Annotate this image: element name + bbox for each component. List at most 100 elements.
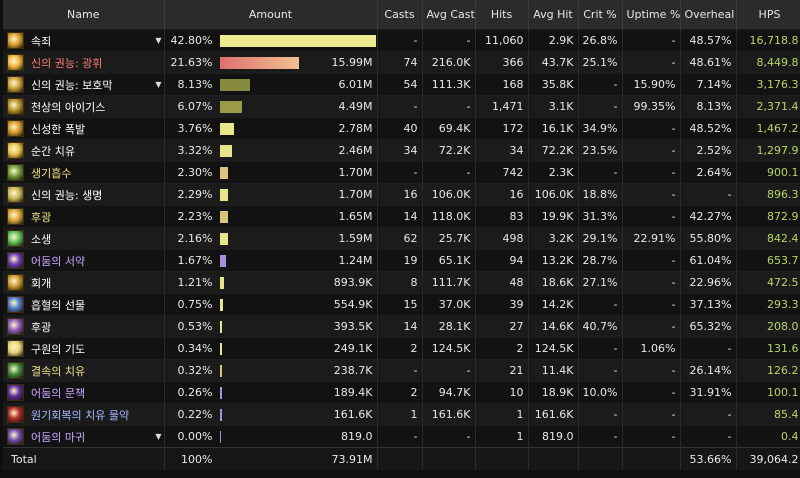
spell-name-cell[interactable]: 생기흡수 xyxy=(3,161,165,184)
casts-value: - xyxy=(377,29,423,52)
spell-row[interactable]: 생기흡수 2.30% 1.70M - - 742 2.3K - - 2.64% … xyxy=(3,161,800,184)
spell-name-cell[interactable]: 회개 xyxy=(3,271,165,294)
spell-row[interactable]: 회개 1.21% 893.9K 8 111.7K 48 18.6K 27.1% … xyxy=(3,271,800,294)
spell-row[interactable]: 후광 2.23% 1.65M 14 118.0K 83 19.9K 31.3% … xyxy=(3,205,800,228)
hps-value: 208.0 xyxy=(736,315,800,338)
spell-name-cell[interactable]: 천상의 아이기스 xyxy=(3,95,165,118)
spell-row[interactable]: 신의 권능: 광휘 21.63% 15.99M 74 216.0K 366 43… xyxy=(3,51,800,74)
spell-name[interactable]: 속죄 xyxy=(31,34,52,48)
spell-row[interactable]: 신성한 폭발 3.76% 2.78M 40 69.4K 172 16.1K 34… xyxy=(3,117,800,140)
spell-name[interactable]: 신의 권능: 광휘 xyxy=(31,56,103,70)
spell-name[interactable]: 순간 치유 xyxy=(31,144,75,158)
spell-name[interactable]: 어둠의 문책 xyxy=(31,386,86,400)
spell-name[interactable]: 어둠의 마귀 xyxy=(31,430,86,444)
spell-name-cell[interactable]: 신의 권능: 보호막 ▼ xyxy=(3,73,165,96)
overheal-value: 48.57% xyxy=(680,29,737,52)
spell-row[interactable]: 흡혈의 선물 0.75% 554.9K 15 37.0K 39 14.2K - … xyxy=(3,293,800,316)
spell-name-cell[interactable]: 어둠의 문책 xyxy=(3,381,165,404)
spell-row[interactable]: 구원의 기도 0.34% 249.1K 2 124.5K 2 124.5K - … xyxy=(3,337,800,360)
spell-row[interactable]: 속죄 ▼ 42.80% 31.63M - - 11,060 2.9K 26.8%… xyxy=(3,29,800,52)
amount-value: 6.01M xyxy=(338,78,373,91)
header-row: Name Amount Casts Avg Cast Hits Avg Hit … xyxy=(3,0,800,30)
spell-name-cell[interactable]: 신의 권능: 생명 xyxy=(3,183,165,206)
expand-caret-icon[interactable]: ▼ xyxy=(155,36,162,45)
hps-value: 2,371.4 xyxy=(736,95,800,118)
spell-name[interactable]: 회개 xyxy=(31,276,52,290)
hits-value: 1,471 xyxy=(475,95,529,118)
hits-value: 172 xyxy=(475,117,529,140)
uptime-value: 15.90% xyxy=(622,73,681,96)
amount-cell: 0.26% 189.4K xyxy=(164,381,378,404)
col-header-uptime[interactable]: Uptime % xyxy=(622,0,681,30)
spell-name-cell[interactable]: 어둠의 서약 xyxy=(3,249,165,272)
spell-row[interactable]: 어둠의 마귀 ▼ 0.00% 819.0 - - 1 819.0 - - - 0… xyxy=(3,425,800,448)
spell-name-cell[interactable]: 후광 xyxy=(3,205,165,228)
hits-value: 16 xyxy=(475,183,529,206)
spell-row[interactable]: 어둠의 서약 1.67% 1.24M 19 65.1K 94 13.2K 28.… xyxy=(3,249,800,272)
spell-row[interactable]: 신의 권능: 생명 2.29% 1.70M 16 106.0K 16 106.0… xyxy=(3,183,800,206)
col-header-name[interactable]: Name xyxy=(3,0,165,30)
casts-value: 74 xyxy=(377,51,423,74)
amount-percent: 21.63% xyxy=(170,56,213,69)
avg-cast-value: 25.7K xyxy=(422,227,476,250)
spell-row[interactable]: 후광 0.53% 393.5K 14 28.1K 27 14.6K 40.7% … xyxy=(3,315,800,338)
crit-value: 23.5% xyxy=(578,139,623,162)
avg-cast-value: - xyxy=(422,425,476,448)
spell-name[interactable]: 소생 xyxy=(31,232,52,246)
spell-name[interactable]: 생기흡수 xyxy=(31,166,72,180)
spell-name-cell[interactable]: 어둠의 마귀 ▼ xyxy=(3,425,165,448)
spell-name-cell[interactable]: 결속의 치유 xyxy=(3,359,165,382)
avg-cast-value: - xyxy=(422,95,476,118)
spell-name[interactable]: 원기회복의 치유 물약 xyxy=(31,408,130,422)
spell-row[interactable]: 소생 2.16% 1.59M 62 25.7K 498 3.2K 29.1% 2… xyxy=(3,227,800,250)
expand-caret-icon[interactable]: ▼ xyxy=(155,80,162,89)
spell-row[interactable]: 어둠의 문책 0.26% 189.4K 2 94.7K 10 18.9K 10.… xyxy=(3,381,800,404)
spell-row[interactable]: 천상의 아이기스 6.07% 4.49M - - 1,471 3.1K - 99… xyxy=(3,95,800,118)
amount-value: 1.59M xyxy=(338,232,373,245)
spell-name-cell[interactable]: 순간 치유 xyxy=(3,139,165,162)
avg-cast-value: 94.7K xyxy=(422,381,476,404)
spell-name-cell[interactable]: 원기회복의 치유 물약 xyxy=(3,403,165,426)
spell-name-cell[interactable]: 후광 xyxy=(3,315,165,338)
spell-name-cell[interactable]: 신의 권능: 광휘 xyxy=(3,51,165,74)
casts-value: 14 xyxy=(377,315,423,338)
spell-name[interactable]: 신의 권능: 보호막 xyxy=(31,78,113,92)
amount-percent: 2.29% xyxy=(177,188,213,201)
spell-row[interactable]: 순간 치유 3.32% 2.46M 34 72.2K 34 72.2K 23.5… xyxy=(3,139,800,162)
spell-name[interactable]: 신의 권능: 생명 xyxy=(31,188,103,202)
spell-name[interactable]: 천상의 아이기스 xyxy=(31,100,106,114)
spell-row[interactable]: 신의 권능: 보호막 ▼ 8.13% 6.01M 54 111.3K 168 3… xyxy=(3,73,800,96)
col-header-crit[interactable]: Crit % xyxy=(578,0,623,30)
spell-name-cell[interactable]: 소생 xyxy=(3,227,165,250)
spell-name[interactable]: 신성한 폭발 xyxy=(31,122,86,136)
spell-name-cell[interactable]: 흡혈의 선물 xyxy=(3,293,165,316)
spell-name[interactable]: 구원의 기도 xyxy=(31,342,86,356)
expand-caret-icon[interactable]: ▼ xyxy=(155,432,162,441)
avg-hit-value: 18.6K xyxy=(528,271,579,294)
amount-bar xyxy=(219,408,222,421)
hps-value: 100.1 xyxy=(736,381,800,404)
spell-name-cell[interactable]: 속죄 ▼ xyxy=(3,29,165,52)
col-header-avg-cast[interactable]: Avg Cast xyxy=(422,0,476,30)
col-header-hps[interactable]: HPS xyxy=(736,0,800,30)
avg-cast-value: 37.0K xyxy=(422,293,476,316)
spell-name[interactable]: 흡혈의 선물 xyxy=(31,298,86,312)
crit-value: - xyxy=(578,161,623,184)
spell-name-cell[interactable]: 신성한 폭발 xyxy=(3,117,165,140)
spell-name[interactable]: 어둠의 서약 xyxy=(31,254,86,268)
col-header-amount[interactable]: Amount xyxy=(164,0,378,30)
amount-value: 15.99M xyxy=(331,56,373,69)
spell-name[interactable]: 후광 xyxy=(31,210,52,224)
spell-row[interactable]: 원기회복의 치유 물약 0.22% 161.6K 1 161.6K 1 161.… xyxy=(3,403,800,426)
spell-name[interactable]: 후광 xyxy=(31,320,52,334)
col-header-hits[interactable]: Hits xyxy=(475,0,529,30)
shadow-reprimand-icon xyxy=(7,384,24,401)
col-header-avg-hit[interactable]: Avg Hit xyxy=(528,0,579,30)
amount-bar xyxy=(219,386,222,399)
spell-name-cell[interactable]: 구원의 기도 xyxy=(3,337,165,360)
flash-heal-icon xyxy=(7,142,24,159)
col-header-casts[interactable]: Casts xyxy=(377,0,423,30)
spell-row[interactable]: 결속의 치유 0.32% 238.7K - - 21 11.4K - - 26.… xyxy=(3,359,800,382)
col-header-overheal[interactable]: Overheal xyxy=(680,0,737,30)
spell-name[interactable]: 결속의 치유 xyxy=(31,364,86,378)
